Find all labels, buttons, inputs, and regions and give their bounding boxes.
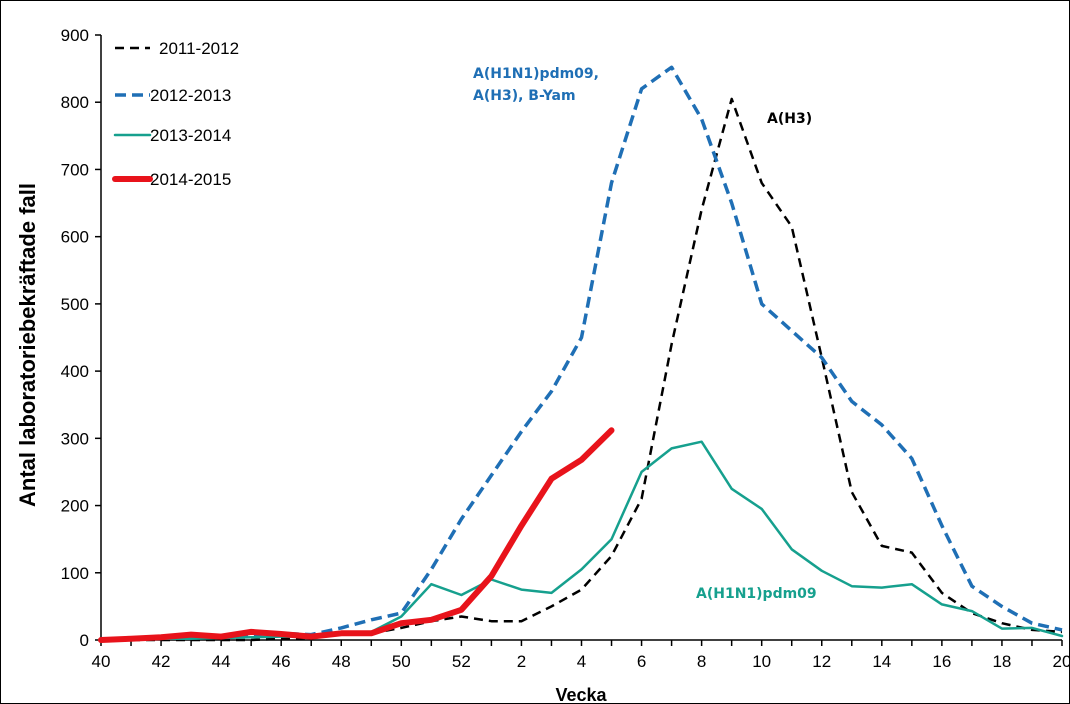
x-tick-label: 42 <box>152 652 171 671</box>
x-ticks: 40 42 44 46 48 50 52 2 4 6 8 10 12 14 16 18 20 <box>92 640 1070 671</box>
legend-item: 2014-2015 <box>112 170 231 189</box>
y-tick-label: 0 <box>80 631 89 650</box>
series-line-2012-2013 <box>100 65 1063 642</box>
x-axis-title: Vecka <box>555 685 607 704</box>
y-ticks: 0 100 200 300 400 500 600 700 800 900 <box>61 26 101 650</box>
series-line-2014-2015 <box>98 427 615 643</box>
x-tick-label: 40 <box>92 652 111 671</box>
x-tick-label: 52 <box>452 652 471 671</box>
x-tick-label: 12 <box>812 652 831 671</box>
x-tick-label: 16 <box>932 652 951 671</box>
annotations: A(H1N1)pdm09, A(H3), B-Yam A(H3) A(H1N1)… <box>473 66 817 602</box>
y-tick-label: 700 <box>61 160 89 179</box>
legend-label: 2014-2015 <box>150 170 231 189</box>
annotation-2012-2013-line2: A(H3), B-Yam <box>473 88 576 104</box>
annotation-2013-2014: A(H1N1)pdm09 <box>696 586 817 602</box>
legend: 2011-2012 2012-2013 2013-2014 2014-2015 <box>112 39 239 189</box>
legend-item: 2012-2013 <box>115 86 231 105</box>
x-tick-label: 6 <box>637 652 646 671</box>
x-tick-label: 18 <box>992 652 1011 671</box>
x-tick-label: 14 <box>872 652 891 671</box>
y-tick-label: 600 <box>61 228 89 247</box>
series-line-2011-2012 <box>101 97 1063 642</box>
y-tick-label: 800 <box>61 93 89 112</box>
y-tick-label: 500 <box>61 295 89 314</box>
x-tick-label: 44 <box>212 652 231 671</box>
y-tick-label: 900 <box>61 26 89 45</box>
x-tick-label: 46 <box>272 652 291 671</box>
y-tick-label: 200 <box>61 497 89 516</box>
series-line-2013-2014 <box>99 440 1064 642</box>
legend-item: 2011-2012 <box>115 39 239 58</box>
x-tick-label: 4 <box>577 652 586 671</box>
y-axis-title: Antal laboratoriebekräftade fall <box>15 183 40 507</box>
series-layer <box>98 65 1064 643</box>
x-tick-label: 50 <box>392 652 411 671</box>
y-tick-label: 400 <box>61 362 89 381</box>
y-tick-label: 300 <box>61 429 89 448</box>
legend-item: 2013-2014 <box>113 126 231 145</box>
x-tick-label: 20 <box>1053 652 1070 671</box>
y-tick-label: 100 <box>61 564 89 583</box>
annotation-2012-2013-line1: A(H1N1)pdm09, <box>473 66 599 82</box>
x-tick-label: 48 <box>332 652 351 671</box>
x-tick-label: 10 <box>752 652 771 671</box>
legend-label: 2013-2014 <box>150 126 231 145</box>
x-tick-label: 2 <box>517 652 526 671</box>
legend-label: 2012-2013 <box>150 86 231 105</box>
annotation-2011-2012: A(H3) <box>767 111 812 127</box>
legend-label: 2011-2012 <box>159 39 239 58</box>
x-tick-label: 8 <box>697 652 706 671</box>
